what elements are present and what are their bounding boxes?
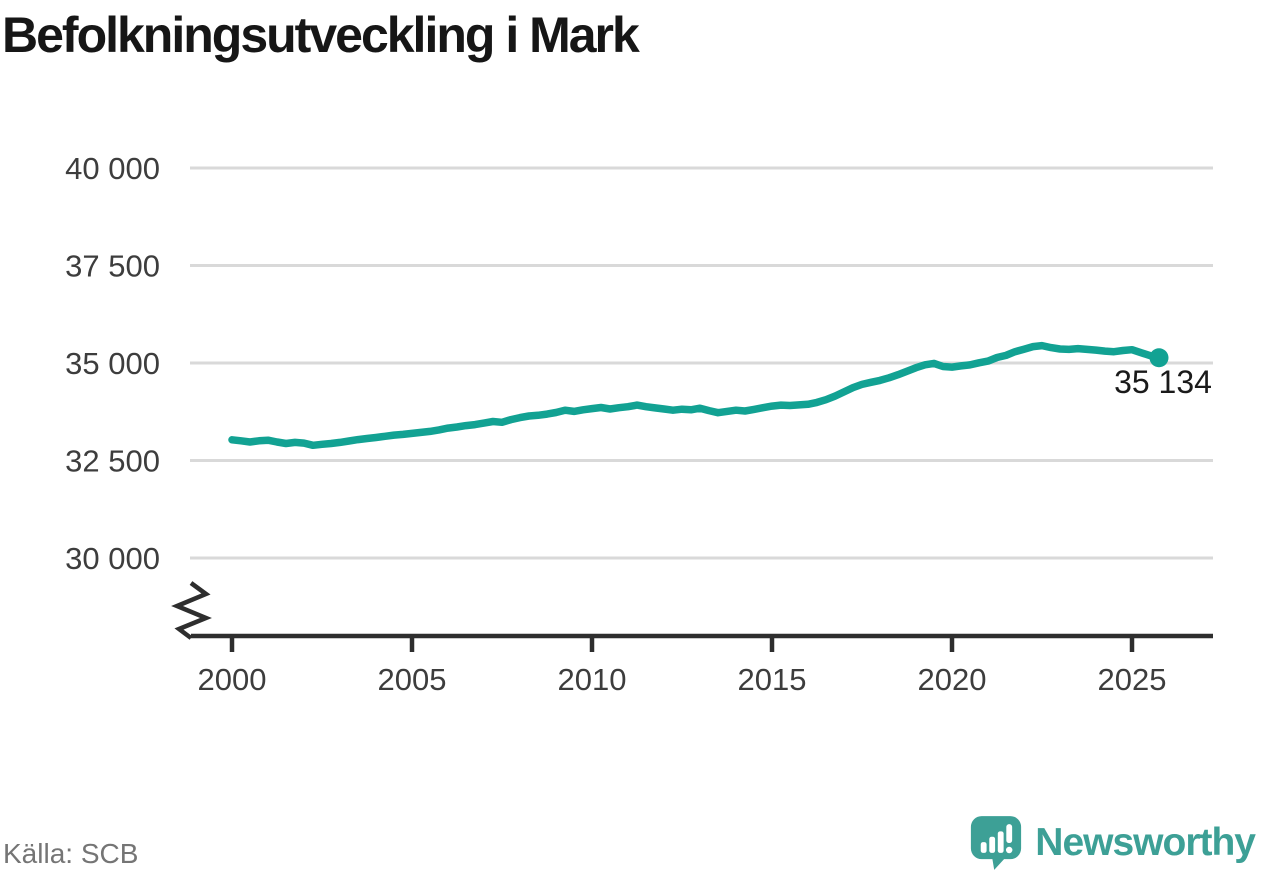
newsworthy-wordmark: Newsworthy	[1035, 821, 1256, 864]
source-note: Källa: SCB	[3, 838, 139, 869]
y-axis-tick-label: 40 000	[65, 151, 160, 186]
x-axis-tick-label: 2015	[738, 662, 807, 697]
x-axis-tick-label: 2010	[558, 662, 627, 697]
x-axis-tick-label: 2000	[198, 662, 267, 697]
y-axis-tick-label: 35 000	[65, 346, 160, 381]
page-title: Befolkningsutveckling i Mark	[2, 7, 640, 63]
latest-value-marker	[1149, 348, 1169, 368]
x-axis-tick-label: 2020	[918, 662, 987, 697]
y-axis-tick-label: 32 500	[65, 444, 160, 479]
y-axis-tick-label: 37 500	[65, 249, 160, 284]
y-axis-break-icon	[171, 581, 212, 640]
x-axis-tick-label: 2025	[1098, 662, 1167, 697]
population-line	[228, 341, 1163, 450]
latest-value-label: 35 134	[1114, 364, 1212, 400]
x-axis-tick-label: 2005	[378, 662, 447, 697]
newsworthy-logo[interactable]: Newsworthy	[970, 813, 1256, 873]
newsworthy-icon	[971, 816, 1022, 870]
y-axis-tick-label: 30 000	[65, 541, 160, 576]
